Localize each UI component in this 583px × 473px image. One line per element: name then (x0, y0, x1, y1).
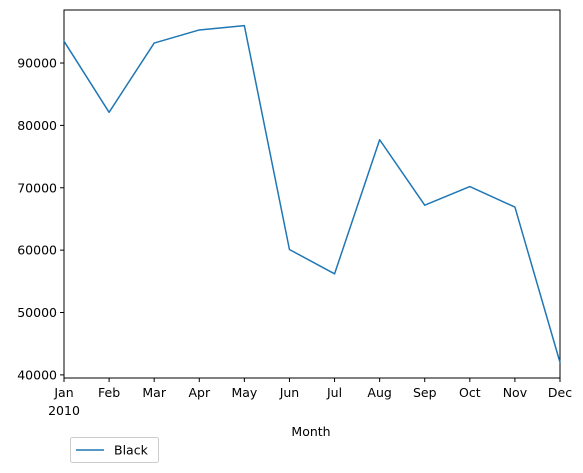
x-tick-label: Nov (503, 385, 528, 400)
legend-label-black: Black (114, 443, 149, 458)
legend-box (70, 437, 159, 463)
plot-area (63, 9, 561, 379)
series-line-black (62, 24, 561, 364)
x-tick-label: Aug (367, 385, 391, 400)
y-tick-label: 50000 (17, 305, 57, 320)
y-tick-label: 80000 (17, 118, 57, 133)
legend: Black (70, 437, 159, 463)
x-tick-label: Jul (326, 385, 342, 400)
series-layer (62, 24, 561, 364)
x-tick-label: Feb (98, 385, 120, 400)
y-tick-label: 70000 (17, 180, 57, 195)
x-tick-label: Dec (548, 385, 572, 400)
axes-frame (63, 9, 561, 379)
x-tick-label: May (231, 385, 257, 400)
x-axis: Jan Feb Mar Apr May Jun Jul Aug Sep Oct Nov Dec 2010 (48, 378, 572, 418)
y-tick-label: 40000 (17, 367, 57, 382)
x-tick-label: Sep (413, 385, 437, 400)
x-tick-label: Apr (188, 385, 210, 400)
x-tick-year-label: 2010 (48, 403, 80, 418)
x-axis-label: Month (291, 424, 330, 439)
x-tick-label: Mar (142, 385, 166, 400)
y-axis: 40000 50000 60000 70000 80000 90000 (17, 56, 64, 382)
x-tick-label: Oct (459, 385, 481, 400)
y-tick-label: 60000 (17, 243, 57, 258)
y-tick-label: 90000 (17, 56, 57, 71)
x-tick-label: Jun (279, 385, 300, 400)
x-tick-label: Jan (53, 385, 73, 400)
